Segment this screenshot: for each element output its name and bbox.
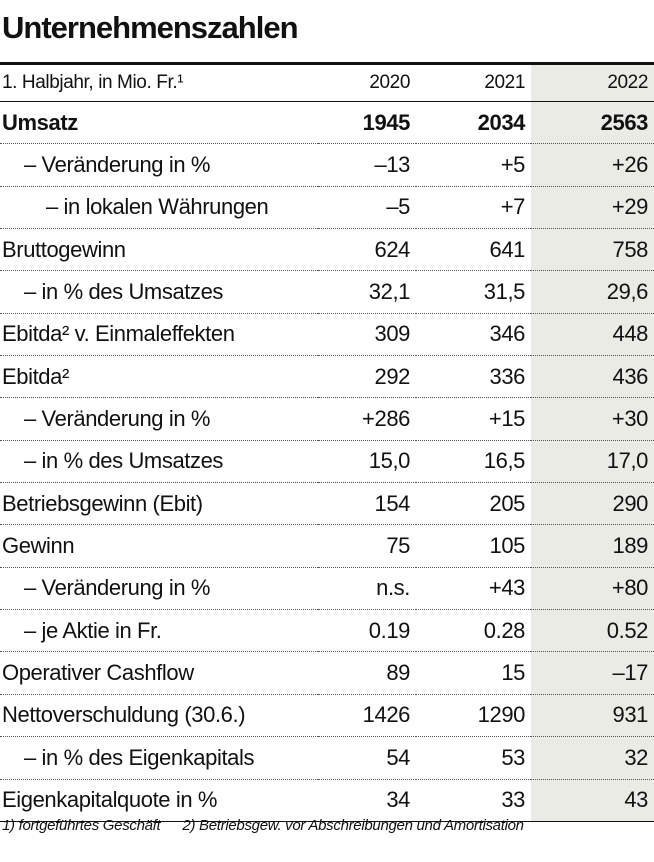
cell-value: –13	[318, 143, 416, 187]
cell-value: 448	[531, 313, 654, 357]
table-row: Nettoverschuldung (30.6.) 1426 1290 931	[0, 694, 654, 738]
row-label: – Veränderung in %	[0, 143, 318, 187]
table-row: – Veränderung in % –13 +5 +26	[0, 143, 654, 187]
cell-value: 31,5	[416, 270, 531, 314]
cell-value: +7	[416, 186, 531, 230]
cell-value: +80	[531, 567, 654, 611]
cell-value: +15	[416, 397, 531, 441]
row-label: Ebitda² v. Einmaleffekten	[0, 313, 318, 357]
cell-value: 16,5	[416, 440, 531, 484]
cell-value: –17	[531, 651, 654, 695]
cell-value: 89	[318, 651, 416, 695]
cell-value: 1945	[318, 101, 416, 145]
table-row: Gewinn 75 105 189	[0, 524, 654, 568]
cell-value: +286	[318, 397, 416, 441]
row-label: – Veränderung in %	[0, 397, 318, 441]
table-row: Ebitda² 292 336 436	[0, 355, 654, 399]
table-row: – Veränderung in % n.s. +43 +80	[0, 567, 654, 611]
cell-value: –5	[318, 186, 416, 230]
table-row: – je Aktie in Fr. 0.19 0.28 0.52	[0, 609, 654, 653]
cell-value: 189	[531, 524, 654, 568]
row-label: – in % des Eigenkapitals	[0, 736, 318, 780]
table-row: – in % des Umsatzes 32,1 31,5 29,6	[0, 270, 654, 314]
cell-value: 309	[318, 313, 416, 357]
cell-value: 292	[318, 355, 416, 399]
cell-value: 624	[318, 228, 416, 272]
cell-value: 2563	[531, 101, 654, 145]
row-label: – in % des Umsatzes	[0, 270, 318, 314]
cell-value: 32	[531, 736, 654, 780]
table-row: – in % des Umsatzes 15,0 16,5 17,0	[0, 440, 654, 484]
row-label: – je Aktie in Fr.	[0, 609, 318, 653]
row-label: Bruttogewinn	[0, 228, 318, 272]
row-label: – in lokalen Währungen	[0, 186, 318, 230]
cell-value: 17,0	[531, 440, 654, 484]
data-table: 1. Halbjahr, in Mio. Fr.¹ 2020 2021 2022 Ums…	[0, 62, 654, 822]
cell-value: 931	[531, 694, 654, 738]
footnotes: 1) fortgeführtes Geschäft 2) Betriebsgew.…	[2, 817, 546, 834]
cell-value: 290	[531, 482, 654, 526]
cell-value: 29,6	[531, 270, 654, 314]
cell-value: +43	[416, 567, 531, 611]
cell-value: +30	[531, 397, 654, 441]
cell-value: n.s.	[318, 567, 416, 611]
table-row: Betriebsgewinn (Ebit) 154 205 290	[0, 482, 654, 526]
table-row: Bruttogewinn 624 641 758	[0, 228, 654, 272]
row-label: Nettoverschuldung (30.6.)	[0, 694, 318, 738]
footnote: 2) Betriebsgew. vor Abschreibungen und A…	[182, 817, 524, 834]
cell-value: 53	[416, 736, 531, 780]
cell-value: 32,1	[318, 270, 416, 314]
cell-value: 1426	[318, 694, 416, 738]
row-label: Betriebsgewinn (Ebit)	[0, 482, 318, 526]
table-row: Operativer Cashflow 89 15 –17	[0, 651, 654, 695]
cell-value: 54	[318, 736, 416, 780]
cell-value: 15	[416, 651, 531, 695]
cell-value: 436	[531, 355, 654, 399]
cell-value: 75	[318, 524, 416, 568]
column-header: 2022	[531, 63, 654, 102]
row-label: Operativer Cashflow	[0, 651, 318, 695]
cell-value: 205	[416, 482, 531, 526]
table-row: Ebitda² v. Einmaleffekten 309 346 448	[0, 313, 654, 357]
cell-value: 33	[501, 787, 525, 813]
table-row: Umsatz 1945 2034 2563	[0, 101, 654, 145]
cell-value: 346	[416, 313, 531, 357]
cell-value: 105	[416, 524, 531, 568]
row-label: Umsatz	[0, 101, 318, 145]
row-label: – in % des Umsatzes	[0, 440, 318, 484]
cell-value: 2034	[416, 101, 531, 145]
footnote: 1) fortgeführtes Geschäft	[2, 817, 161, 834]
row-label: Eigenkapitalquote in %	[2, 787, 218, 813]
cell-value: 1290	[416, 694, 531, 738]
cell-value: 15,0	[318, 440, 416, 484]
cell-value: 0.28	[416, 609, 531, 653]
row-label: Gewinn	[0, 524, 318, 568]
table-row: – in lokalen Währungen –5 +7 +29	[0, 186, 654, 230]
cell-value: 758	[531, 228, 654, 272]
table-row: – Veränderung in % +286 +15 +30	[0, 397, 654, 441]
table-row: – in % des Eigenkapitals 54 53 32	[0, 736, 654, 780]
title: Unternehmenszahlen	[2, 10, 299, 45]
cell-value: 336	[416, 355, 531, 399]
cell-value: +26	[531, 143, 654, 187]
cell-value: +5	[416, 143, 531, 187]
table-body: 1. Halbjahr, in Mio. Fr.¹ 2020 2021 2022 Ums…	[0, 63, 654, 822]
row-label: Ebitda²	[0, 355, 318, 399]
row-label: – Veränderung in %	[0, 567, 318, 611]
cell-value: 34	[386, 787, 410, 813]
cell-value: 0.52	[531, 609, 654, 653]
table-row: Eigenkapitalquote in % 34 33 43	[0, 779, 654, 822]
column-header: 2021	[416, 63, 531, 102]
header-row: 1. Halbjahr, in Mio. Fr.¹ 2020 2021 2022	[0, 63, 654, 102]
column-header: 2020	[318, 63, 416, 102]
cell-value: 0.19	[318, 609, 416, 653]
cell-value: 43	[531, 779, 654, 822]
cell-value: +29	[531, 186, 654, 230]
cell-value: 154	[318, 482, 416, 526]
row-header-caption: 1. Halbjahr, in Mio. Fr.¹	[0, 63, 318, 102]
cell-value: 641	[416, 228, 531, 272]
